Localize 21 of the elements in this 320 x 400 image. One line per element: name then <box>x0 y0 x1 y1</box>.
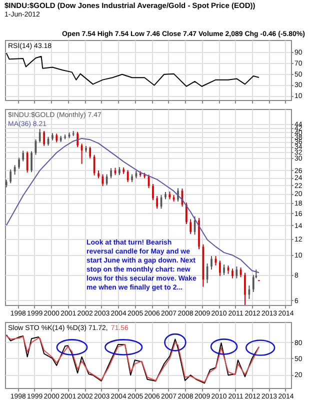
candlestick <box>219 260 221 277</box>
candlestick <box>210 256 212 270</box>
line-series <box>6 52 260 87</box>
candlestick <box>22 150 24 162</box>
candlestick <box>38 128 41 144</box>
candlestick <box>156 195 158 210</box>
line-series <box>6 138 260 274</box>
candlestick <box>18 157 20 170</box>
candlestick <box>177 188 179 202</box>
candlestick <box>10 168 12 184</box>
candlestick <box>244 272 246 306</box>
candlestick <box>232 268 234 279</box>
candlestick <box>89 146 91 159</box>
candlestick <box>152 184 154 201</box>
candlestick <box>223 264 225 276</box>
candlestick <box>30 150 32 173</box>
candlestick <box>43 130 45 146</box>
candlestick <box>110 168 112 179</box>
candlestick <box>190 218 192 234</box>
candlestick <box>186 202 188 225</box>
candlestick <box>76 131 78 148</box>
